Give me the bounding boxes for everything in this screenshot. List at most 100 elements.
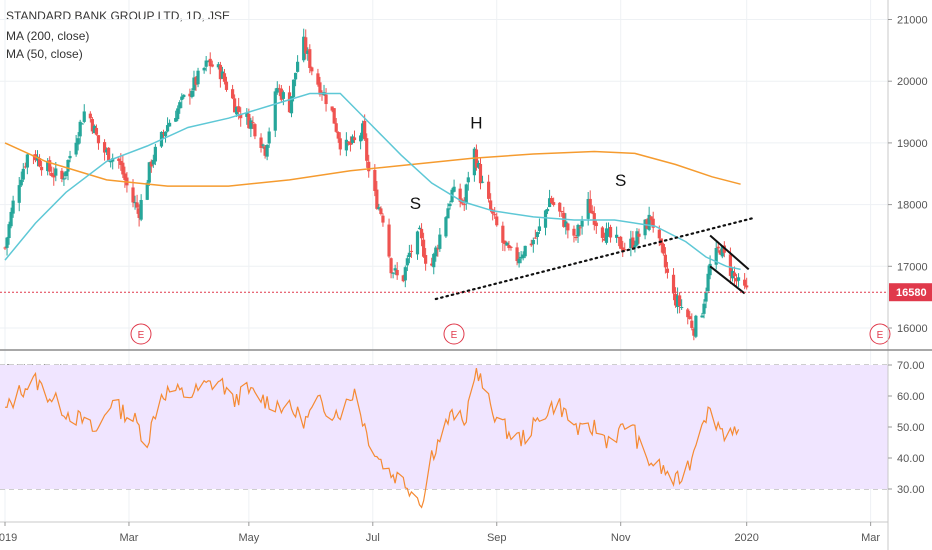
candle-body (430, 263, 434, 266)
candle-body (389, 258, 393, 274)
pattern-label[interactable]: S (410, 194, 421, 213)
candle-body (306, 50, 310, 54)
candle-body (452, 186, 456, 192)
x-tick-label: 2019 (0, 532, 17, 544)
candle-body (379, 208, 383, 215)
candle-body (9, 211, 13, 227)
candle-body (665, 268, 670, 273)
trendline[interactable] (709, 234, 750, 271)
candle-body (523, 245, 527, 257)
candle-body (419, 228, 424, 239)
candle-body (277, 88, 281, 90)
last-price-badge-bg (889, 283, 932, 302)
y-tick-label: 16000 (897, 323, 928, 335)
candle-body (330, 106, 334, 111)
candle-body (714, 248, 718, 265)
candle-body (702, 303, 706, 314)
candle-body (174, 118, 178, 122)
candle-body (344, 139, 348, 151)
candle-body (649, 216, 653, 221)
candle-body (708, 263, 712, 276)
x-tick-label: Sep (487, 532, 507, 544)
candle-body (348, 141, 353, 145)
candle-body (515, 247, 519, 262)
pattern-label[interactable]: S (615, 171, 626, 190)
candle-body (403, 267, 407, 281)
candle-body (50, 172, 54, 176)
candle-body (503, 240, 507, 245)
candle-body (117, 158, 121, 161)
candle-body (535, 232, 539, 238)
candle-body (545, 209, 550, 212)
candle-body (149, 161, 153, 167)
candle-body (133, 202, 137, 204)
pattern-label[interactable]: H (470, 114, 482, 133)
candle-body (281, 92, 285, 99)
candle-body (704, 292, 708, 302)
candle-body (147, 162, 151, 183)
candle-body (21, 168, 25, 180)
candle-body (602, 238, 607, 241)
candle-body (145, 182, 149, 200)
candle-body (208, 58, 212, 67)
candle-body (592, 213, 596, 225)
candle-body (718, 250, 722, 255)
candle-body (54, 168, 58, 176)
earnings-marker[interactable]: E (869, 323, 891, 345)
earnings-marker[interactable]: E (130, 323, 152, 345)
candle-body (267, 131, 271, 144)
candle-body (519, 256, 523, 259)
candle-body (151, 159, 155, 165)
candle-body (363, 120, 367, 140)
candle-body (375, 189, 379, 209)
candle-body (289, 96, 294, 114)
candle-body (192, 77, 196, 91)
candle-body (245, 113, 249, 117)
candle-body (663, 254, 667, 268)
candle-body (501, 225, 505, 243)
ma50-legend[interactable]: MA (50, close) (6, 47, 83, 61)
ma200-legend[interactable]: MA (200, close) (6, 29, 90, 43)
candle-body (188, 93, 192, 97)
rsi-tick-label: 40.00 (897, 453, 925, 465)
candle-body (352, 137, 357, 141)
trendline[interactable] (434, 217, 754, 301)
candle-body (334, 123, 338, 132)
candle-body (387, 224, 391, 257)
candle-body (606, 228, 611, 230)
candle-body (643, 219, 647, 236)
candle-body (249, 120, 253, 129)
ma50-line (4, 92, 741, 271)
candle-body (543, 210, 548, 228)
candle-body (720, 246, 724, 257)
candle-body (222, 73, 227, 82)
y-tick-label: 18000 (897, 200, 928, 212)
rsi-line (4, 367, 740, 509)
candle-body (230, 89, 235, 99)
candle-body (417, 227, 422, 230)
candle-body (107, 147, 111, 162)
candle-body (550, 198, 554, 203)
candle-body (202, 67, 206, 71)
earnings-marker[interactable]: E (443, 323, 465, 345)
trendline[interactable] (709, 265, 746, 295)
candle-body (62, 178, 66, 180)
candle-body (730, 271, 735, 279)
candle-body (547, 198, 552, 208)
candle-body (690, 320, 694, 328)
candle-body (552, 202, 556, 205)
candle-body (279, 88, 283, 100)
candle-body (94, 127, 99, 135)
candle-body (692, 328, 696, 336)
candle-body (560, 211, 564, 213)
candle-body (458, 188, 462, 202)
candle-body (5, 237, 9, 248)
candle-body (489, 200, 493, 210)
candle-body (635, 231, 639, 246)
candle-body (694, 315, 698, 337)
candle-body (464, 184, 468, 204)
candle-body (7, 224, 11, 239)
candle-body (391, 272, 395, 274)
candle-body (105, 149, 109, 152)
